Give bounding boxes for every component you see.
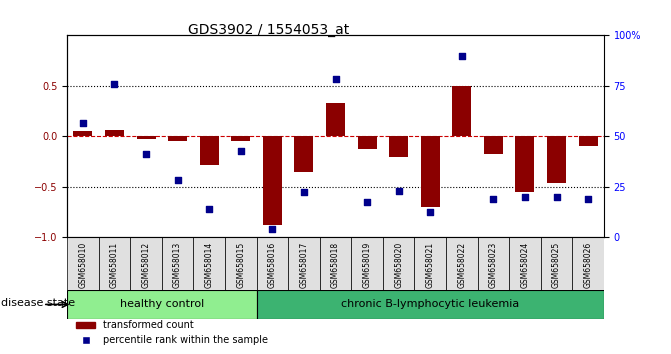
Bar <box>484 136 503 154</box>
Bar <box>326 103 345 136</box>
Point <box>519 194 530 200</box>
Point <box>488 196 499 202</box>
FancyBboxPatch shape <box>383 237 415 290</box>
FancyBboxPatch shape <box>256 237 288 290</box>
Bar <box>358 136 376 149</box>
Text: GSM658011: GSM658011 <box>110 241 119 287</box>
Text: GSM658025: GSM658025 <box>552 241 561 288</box>
Point <box>267 226 278 232</box>
Point <box>141 152 152 157</box>
FancyBboxPatch shape <box>99 237 130 290</box>
Point <box>330 76 341 82</box>
Text: GSM658024: GSM658024 <box>521 241 529 288</box>
Text: GSM658018: GSM658018 <box>331 241 340 287</box>
FancyBboxPatch shape <box>193 237 225 290</box>
Point <box>393 188 404 194</box>
Point <box>425 209 435 215</box>
FancyBboxPatch shape <box>319 237 352 290</box>
Text: GSM658020: GSM658020 <box>394 241 403 288</box>
Point <box>582 196 593 202</box>
Point <box>551 194 562 200</box>
Text: GSM658022: GSM658022 <box>458 241 466 287</box>
Point <box>109 81 120 87</box>
Bar <box>421 136 440 207</box>
Text: GSM658010: GSM658010 <box>79 241 87 288</box>
Text: GSM658016: GSM658016 <box>268 241 277 288</box>
Text: GSM658013: GSM658013 <box>173 241 182 288</box>
Bar <box>452 86 471 136</box>
Point <box>204 206 215 212</box>
Bar <box>73 131 93 136</box>
FancyBboxPatch shape <box>225 237 256 290</box>
Bar <box>105 130 124 136</box>
FancyBboxPatch shape <box>541 237 572 290</box>
FancyBboxPatch shape <box>288 237 319 290</box>
Text: chronic B-lymphocytic leukemia: chronic B-lymphocytic leukemia <box>341 299 519 309</box>
Point <box>362 199 372 205</box>
FancyBboxPatch shape <box>130 237 162 290</box>
FancyBboxPatch shape <box>352 237 383 290</box>
Text: GSM658021: GSM658021 <box>425 241 435 287</box>
Bar <box>515 136 534 192</box>
Legend: transformed count, percentile rank within the sample: transformed count, percentile rank withi… <box>72 316 272 349</box>
Point <box>299 189 309 195</box>
Text: GSM658012: GSM658012 <box>142 241 150 287</box>
FancyBboxPatch shape <box>67 290 256 319</box>
Text: GSM658023: GSM658023 <box>489 241 498 288</box>
FancyBboxPatch shape <box>572 237 604 290</box>
FancyBboxPatch shape <box>162 237 193 290</box>
Text: GSM658026: GSM658026 <box>584 241 592 288</box>
Point <box>236 149 246 154</box>
FancyBboxPatch shape <box>446 237 478 290</box>
Bar <box>389 136 408 158</box>
Point <box>456 53 467 58</box>
Text: GSM658014: GSM658014 <box>205 241 213 288</box>
Bar <box>547 136 566 183</box>
Text: GDS3902 / 1554053_at: GDS3902 / 1554053_at <box>188 23 349 37</box>
Text: disease state: disease state <box>1 298 75 308</box>
FancyBboxPatch shape <box>415 237 446 290</box>
Bar <box>295 136 313 172</box>
Bar <box>263 136 282 225</box>
Text: healthy control: healthy control <box>119 299 204 309</box>
Point <box>78 120 89 126</box>
Bar <box>200 136 219 165</box>
FancyBboxPatch shape <box>478 237 509 290</box>
Text: GSM658017: GSM658017 <box>299 241 309 288</box>
Text: GSM658015: GSM658015 <box>236 241 246 288</box>
Point <box>172 177 183 183</box>
Bar <box>231 136 250 141</box>
FancyBboxPatch shape <box>509 237 541 290</box>
Bar <box>137 136 156 139</box>
FancyBboxPatch shape <box>256 290 604 319</box>
Text: GSM658019: GSM658019 <box>362 241 372 288</box>
FancyBboxPatch shape <box>67 237 99 290</box>
Bar <box>168 136 187 141</box>
Bar <box>578 136 598 147</box>
